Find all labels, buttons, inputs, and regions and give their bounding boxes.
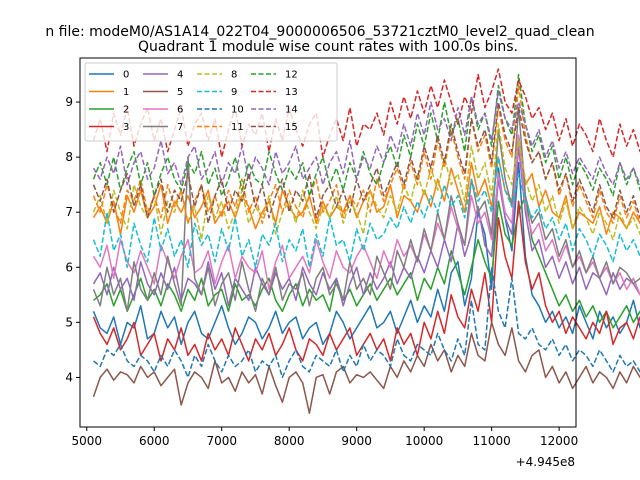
x-tick-label: 11000	[473, 434, 511, 448]
x-tick-label: 8000	[274, 434, 305, 448]
legend-frame	[84, 62, 338, 142]
series-line-3	[92, 200, 640, 362]
x-tick-label: 5000	[71, 434, 102, 448]
legend-label-4: 4	[177, 70, 183, 81]
series-line-5	[92, 321, 640, 414]
series-line-0	[92, 161, 640, 346]
x-offset-label: +4.945e8	[516, 455, 575, 469]
legend-label-7: 7	[177, 122, 183, 133]
x-tick-label: 12000	[540, 434, 578, 448]
y-tick-label: 9	[65, 95, 73, 109]
legend-label-3: 3	[123, 122, 129, 133]
chart-suptitle: n file: modeM0/AS1A14_022T04_9000006506_…	[45, 24, 594, 40]
x-tick-label: 7000	[206, 434, 237, 448]
x-tick-label: 6000	[139, 434, 170, 448]
series-line-10	[93, 266, 640, 379]
y-tick-label: 5	[65, 315, 73, 329]
legend-label-1: 1	[123, 87, 129, 98]
legend-label-15: 15	[285, 122, 298, 133]
legend-label-6: 6	[177, 105, 183, 116]
legend-label-11: 11	[231, 122, 244, 133]
legend-label-0: 0	[123, 70, 129, 81]
plot-area	[92, 68, 640, 414]
legend-label-13: 13	[285, 87, 298, 98]
y-tick-label: 8	[65, 150, 73, 164]
axis-ticks: 5000 6000 7000 8000 9000 10000 11000 12000 4 5 6 7 8…	[65, 95, 578, 448]
series-line-15	[92, 101, 640, 224]
y-tick-label: 7	[65, 205, 73, 219]
y-tick-label: 4	[65, 370, 73, 384]
series-line-8	[92, 123, 640, 241]
x-tick-label: 9000	[341, 434, 372, 448]
series-line-1	[92, 134, 640, 235]
y-tick-label: 6	[65, 260, 73, 274]
legend-label-14: 14	[285, 105, 298, 116]
legend-label-2: 2	[123, 105, 129, 116]
legend-label-9: 9	[231, 87, 237, 98]
chart-title: Quadrant 1 module wise count rates with …	[138, 39, 518, 55]
legend-label-5: 5	[177, 87, 183, 98]
axes-frame	[79, 57, 577, 428]
series-line-12	[92, 73, 640, 197]
series-line-7	[92, 106, 640, 313]
series-line-2	[93, 194, 640, 329]
legend-label-12: 12	[285, 70, 298, 81]
legend-label-10: 10	[231, 105, 244, 116]
series-line-9	[92, 156, 640, 269]
series-line-14	[92, 90, 640, 186]
legend-label-8: 8	[231, 70, 237, 81]
x-tick-label: 10000	[405, 434, 443, 448]
